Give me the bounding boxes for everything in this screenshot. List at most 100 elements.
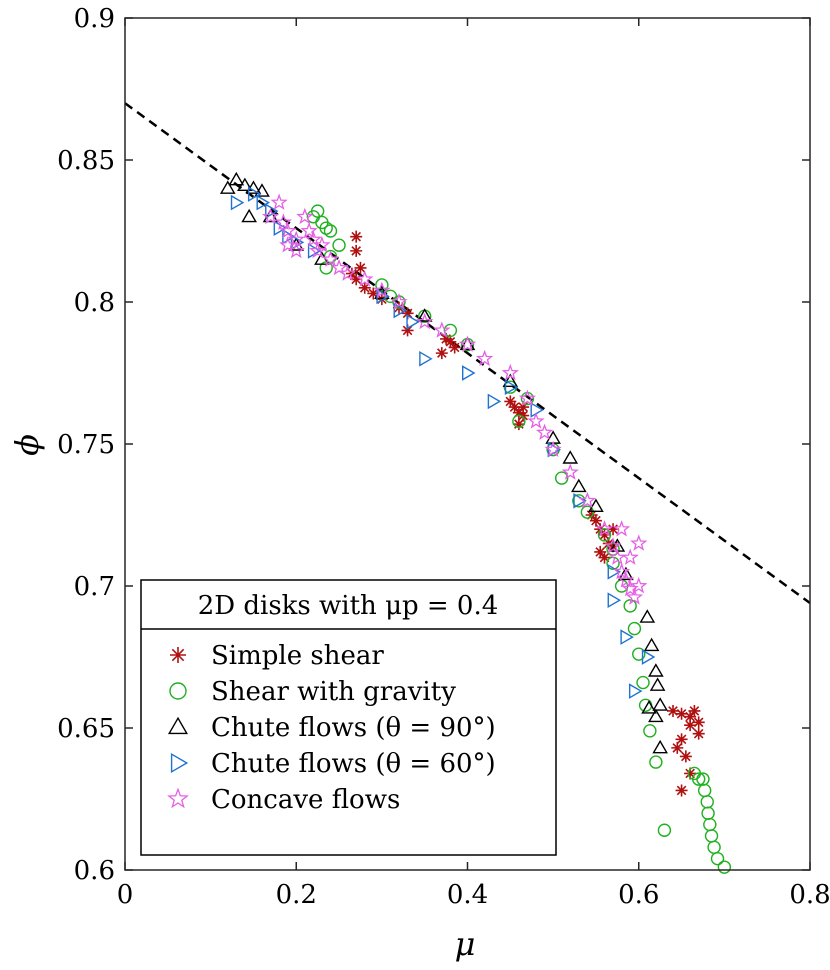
data-point	[679, 750, 692, 763]
data-point	[585, 509, 598, 521]
data-point	[613, 520, 631, 537]
data-point	[620, 629, 634, 645]
data-point	[625, 588, 644, 605]
data-point	[262, 208, 279, 223]
data-point	[648, 663, 664, 677]
data-point	[443, 323, 458, 338]
y-tick-label: 0.75	[57, 430, 115, 460]
y-tick-label: 0.7	[74, 572, 115, 602]
data-point	[330, 258, 348, 276]
data-point	[356, 270, 374, 287]
data-point	[607, 563, 622, 580]
data-point	[570, 478, 587, 493]
data-point	[300, 221, 318, 239]
legend-title: 2D disks with μp = 0.4	[198, 591, 499, 621]
data-point	[274, 213, 293, 230]
data-point	[350, 273, 363, 286]
legend-items: Simple shear Shear with gravity Chute flow…	[167, 641, 496, 815]
dashed-fit-line-layer	[124, 102, 811, 605]
data-point	[623, 599, 637, 613]
series-4	[261, 193, 648, 605]
data-point	[219, 180, 236, 194]
data-point	[313, 236, 331, 253]
data-point	[691, 772, 706, 786]
data-point	[704, 829, 719, 843]
data-point	[573, 492, 587, 509]
data-point	[433, 321, 451, 338]
data-point	[230, 194, 245, 211]
data-point	[688, 704, 701, 717]
data-point	[518, 389, 537, 406]
data-point	[607, 523, 620, 536]
x-axis-label: μ	[455, 925, 476, 963]
data-point	[562, 450, 579, 464]
data-point	[444, 335, 457, 348]
data-point	[458, 335, 477, 352]
data-point	[703, 817, 717, 832]
data-point	[638, 698, 653, 712]
data-point	[697, 783, 712, 798]
data-point	[401, 324, 414, 337]
data-point	[241, 208, 257, 223]
y-tick-label: 0.65	[57, 714, 115, 744]
data-point	[527, 412, 545, 429]
data-point	[321, 250, 340, 267]
data-point	[270, 193, 288, 210]
legend-marker	[167, 716, 189, 735]
data-point	[390, 292, 408, 310]
data-point	[512, 418, 525, 431]
data-point	[279, 221, 297, 239]
legend-marker	[170, 647, 186, 663]
data-point	[561, 463, 579, 480]
legend-marker	[169, 682, 187, 700]
data-point	[440, 332, 453, 345]
data-point	[657, 823, 672, 837]
data-point	[254, 183, 270, 197]
data-point	[675, 733, 688, 746]
data-point	[462, 365, 476, 381]
data-point	[595, 520, 614, 537]
legend-label: Chute flows (θ = 60°)	[211, 749, 496, 779]
data-point	[630, 576, 648, 594]
y-tick-label: 0.9	[74, 4, 115, 34]
data-point	[671, 741, 684, 754]
data-point	[707, 840, 721, 854]
data-point	[627, 621, 642, 636]
data-point	[504, 395, 517, 408]
data-point	[684, 710, 697, 723]
data-point	[643, 724, 657, 738]
data-point	[630, 534, 648, 551]
legend-label: Chute flows (θ = 90°)	[211, 713, 496, 743]
data-point	[613, 562, 631, 580]
data-point	[692, 716, 705, 729]
data-point	[319, 261, 333, 275]
data-point	[310, 204, 325, 218]
data-point	[643, 637, 660, 652]
data-point	[675, 707, 688, 720]
data-point	[598, 551, 611, 564]
data-point	[508, 401, 521, 414]
data-point	[228, 171, 245, 186]
data-point	[501, 363, 519, 381]
data-point	[578, 491, 596, 509]
data-point	[580, 505, 595, 519]
x-tick-label: 0.2	[276, 880, 317, 910]
legend-box	[140, 579, 557, 856]
data-point	[245, 180, 262, 194]
data-point	[416, 308, 433, 322]
data-point	[339, 264, 357, 281]
data-point	[554, 471, 569, 485]
data-point	[589, 514, 602, 527]
data-point	[350, 244, 363, 257]
data-point	[247, 186, 262, 202]
data-point	[701, 806, 715, 820]
data-point	[652, 697, 668, 711]
x-tick-label: 0.6	[618, 880, 659, 910]
data-point	[512, 414, 526, 428]
data-point	[332, 238, 346, 252]
data-point	[476, 349, 494, 367]
data-point	[530, 402, 544, 418]
data-point	[597, 528, 612, 542]
data-point	[667, 704, 679, 717]
